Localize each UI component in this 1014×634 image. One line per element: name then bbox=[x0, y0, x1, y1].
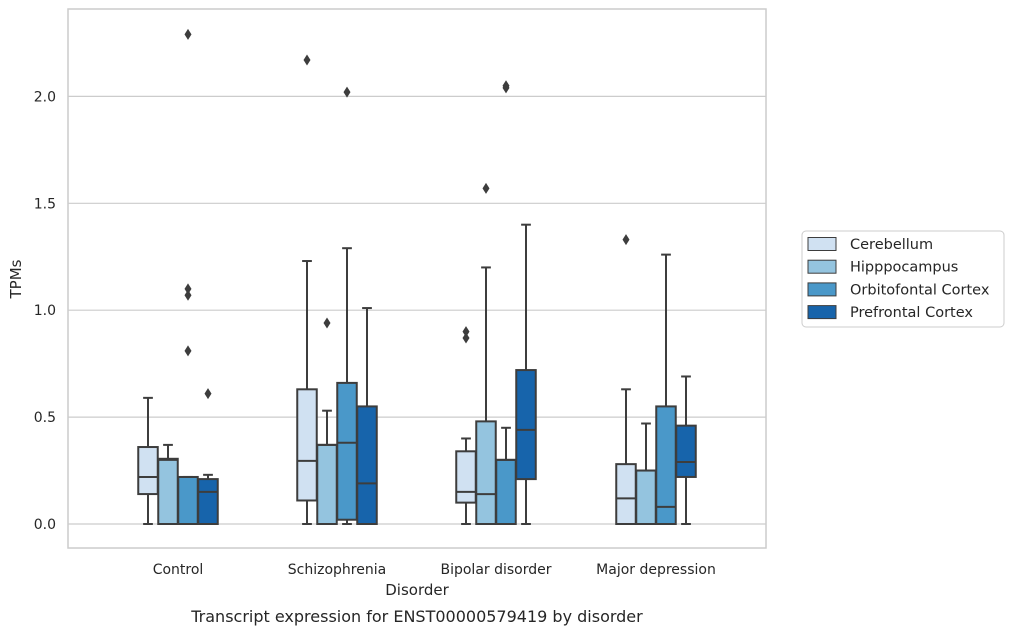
box-group-schizophrenia bbox=[296, 54, 378, 526]
outlier-point bbox=[184, 289, 192, 301]
legend: Cerebellum Hipppocampus Orbitofontal Corte… bbox=[801, 230, 1005, 328]
box bbox=[475, 420, 497, 526]
x-tick-label: Schizophrenia bbox=[288, 562, 386, 578]
outlier-point bbox=[184, 345, 192, 357]
box bbox=[336, 381, 358, 521]
x-tick-labels: Control Schizophrenia Bipolar disorder Majo… bbox=[153, 562, 716, 578]
legend-frame bbox=[801, 230, 1005, 328]
plot-frame bbox=[67, 8, 767, 549]
box bbox=[197, 478, 219, 525]
x-tick-label: Bipolar disorder bbox=[440, 562, 551, 578]
outlier-point bbox=[204, 388, 212, 400]
legend-label: Hipppocampus bbox=[850, 260, 958, 276]
y-tick-label: 1.5 bbox=[34, 196, 56, 212]
outlier-point bbox=[184, 28, 192, 40]
outlier-point bbox=[343, 86, 351, 98]
box bbox=[615, 463, 637, 525]
box-groups bbox=[137, 28, 697, 526]
outlier-point bbox=[323, 317, 331, 329]
box bbox=[675, 424, 697, 478]
legend-label: Orbitofontal Cortex bbox=[850, 282, 990, 298]
box bbox=[296, 388, 318, 502]
box-group-control bbox=[137, 28, 219, 525]
box bbox=[495, 458, 517, 525]
y-tick-label: 1.0 bbox=[34, 303, 56, 319]
x-axis-title: Disorder bbox=[385, 581, 449, 599]
box bbox=[515, 369, 537, 481]
legend-label: Prefrontal Cortex bbox=[850, 305, 973, 321]
y-tick-label: 0.5 bbox=[34, 410, 56, 426]
x-tick-label: Major depression bbox=[596, 562, 716, 578]
legend-swatch bbox=[807, 237, 837, 251]
box bbox=[157, 457, 179, 525]
box bbox=[356, 405, 378, 525]
outlier-point bbox=[184, 283, 192, 295]
outlier-point bbox=[622, 234, 630, 246]
legend-swatch bbox=[807, 305, 837, 320]
box bbox=[316, 443, 338, 526]
outlier-point bbox=[482, 182, 490, 194]
legend-label: Cerebellum bbox=[850, 237, 933, 253]
box bbox=[455, 450, 477, 504]
x-tick-label: Control bbox=[153, 562, 204, 578]
y-axis-title: TPMs bbox=[7, 259, 25, 299]
outlier-point bbox=[462, 326, 470, 338]
chart-caption: Transcript expression for ENST0000057941… bbox=[190, 607, 643, 626]
outlier-point bbox=[462, 332, 470, 344]
legend-swatch bbox=[807, 259, 837, 274]
outlier-point bbox=[303, 54, 311, 66]
y-tick-label: 0.0 bbox=[34, 517, 56, 533]
y-tick-label: 2.0 bbox=[34, 89, 56, 105]
box-group-bipolar-disorder bbox=[455, 80, 537, 526]
box bbox=[137, 446, 159, 496]
box-group-major-depression bbox=[615, 234, 697, 525]
legend-swatch bbox=[807, 282, 837, 297]
y-tick-labels: 0.0 0.5 1.0 1.5 2.0 bbox=[34, 89, 56, 533]
box bbox=[177, 475, 199, 525]
box bbox=[635, 469, 657, 525]
outlier-point bbox=[502, 80, 510, 92]
